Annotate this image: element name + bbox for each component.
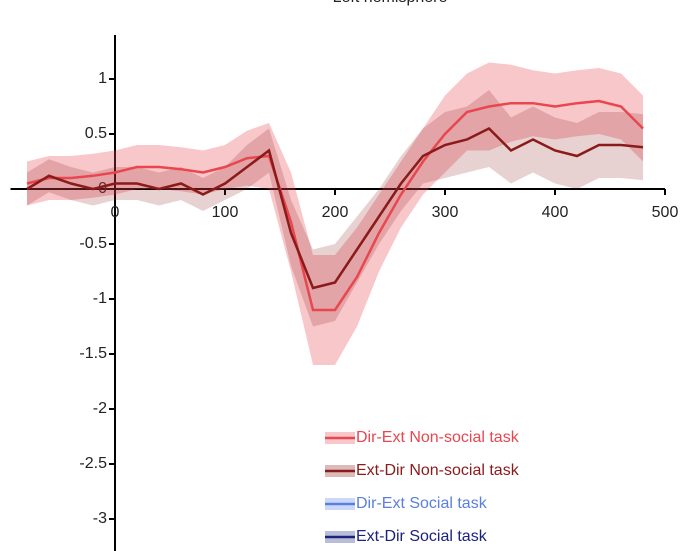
series-line <box>26 126 644 290</box>
x-tick-label: 300 <box>432 204 459 221</box>
y-tick-label: -3 <box>93 510 107 527</box>
chart-title: Left hemisphere <box>333 0 448 6</box>
series-line <box>26 99 644 312</box>
error-band <box>27 62 643 365</box>
y-tick-label: -0.5 <box>79 235 107 252</box>
x-tick-label: 0 <box>111 204 120 221</box>
x-tick-label: 200 <box>322 204 349 221</box>
y-tick-label: 0.5 <box>85 125 107 142</box>
y-tick-label: 0 <box>98 180 107 197</box>
x-tick-label: 400 <box>542 204 569 221</box>
legend-label: Dir-Ext Social task <box>356 495 488 512</box>
x-tick-label: 500 <box>652 204 679 221</box>
legend-label: Ext-Dir Non-social task <box>356 462 520 479</box>
y-tick-label: -1.5 <box>79 345 107 362</box>
x-tick-label: 100 <box>212 204 239 221</box>
y-tick-label: -2 <box>93 400 107 417</box>
legend-label: Dir-Ext Non-social task <box>356 429 520 446</box>
y-tick-label: 1 <box>98 70 107 87</box>
error-band <box>27 90 643 327</box>
y-tick-label: -2.5 <box>79 455 107 472</box>
y-tick-label: -1 <box>93 290 107 307</box>
legend-label: Ext-Dir Social task <box>356 528 488 545</box>
